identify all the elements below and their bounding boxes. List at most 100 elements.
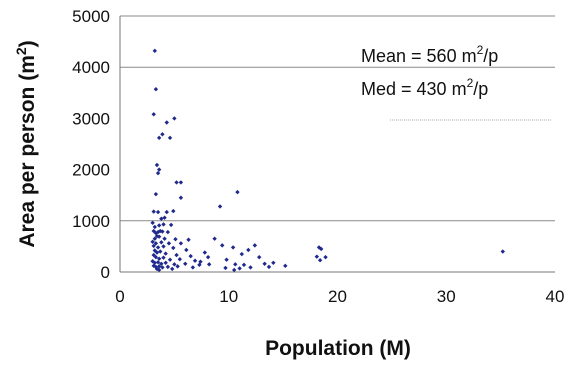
x-tick-labels: 0 10 20 30 40 xyxy=(115,287,564,306)
data-point xyxy=(202,250,208,255)
data-point xyxy=(151,209,156,214)
data-point xyxy=(175,264,180,269)
data-point xyxy=(217,204,223,209)
data-point xyxy=(178,241,184,246)
data-point xyxy=(205,254,211,260)
data-point xyxy=(162,215,167,220)
y-tick-label: 3000 xyxy=(72,109,110,128)
y-tick-labels: 0 1000 2000 3000 4000 5000 xyxy=(72,7,110,282)
data-point xyxy=(167,257,173,262)
y-tick-label: 5000 xyxy=(72,7,110,26)
data-point xyxy=(223,265,228,271)
data-point xyxy=(150,259,155,264)
data-point xyxy=(152,224,157,230)
data-point xyxy=(166,241,172,246)
y-tick-label: 4000 xyxy=(72,58,110,77)
data-point xyxy=(262,261,267,267)
data-point xyxy=(241,262,247,268)
data-point xyxy=(161,244,166,249)
data-point xyxy=(237,266,242,271)
y-axis-title-sup: 2 xyxy=(13,47,29,55)
data-point xyxy=(168,222,174,228)
data-point xyxy=(257,254,262,260)
data-point xyxy=(159,216,164,221)
data-point xyxy=(231,267,237,273)
data-point xyxy=(317,258,323,263)
data-point xyxy=(156,264,162,269)
data-point xyxy=(177,257,183,262)
data-point xyxy=(283,263,288,269)
data-point xyxy=(156,267,162,273)
data-point xyxy=(188,253,193,259)
data-points xyxy=(150,48,505,273)
data-point xyxy=(155,260,161,265)
data-point xyxy=(173,237,178,242)
data-point xyxy=(161,222,166,227)
data-point xyxy=(165,264,171,270)
data-point xyxy=(150,220,155,226)
data-point xyxy=(165,229,171,235)
data-point xyxy=(150,239,155,244)
data-point xyxy=(171,245,176,251)
data-point xyxy=(155,170,161,176)
data-point xyxy=(160,132,165,137)
data-point xyxy=(156,256,162,261)
data-point xyxy=(271,260,276,265)
data-point xyxy=(248,265,253,270)
x-tick-label: 0 xyxy=(115,287,124,306)
data-point xyxy=(159,261,164,267)
data-point xyxy=(156,234,162,239)
annotation-median-sup: 2 xyxy=(467,76,474,90)
data-point xyxy=(174,252,179,258)
data-point xyxy=(156,167,162,172)
data-point xyxy=(183,261,188,267)
data-point xyxy=(224,257,229,262)
data-point xyxy=(167,135,173,141)
data-point xyxy=(152,236,157,241)
data-point xyxy=(239,251,244,257)
data-point xyxy=(156,223,162,228)
x-tick-label: 40 xyxy=(546,287,565,306)
data-point xyxy=(155,245,161,250)
data-point xyxy=(178,195,184,200)
annotation-mean: Mean = 560 m2/p xyxy=(361,43,498,66)
data-point xyxy=(160,265,165,270)
data-point xyxy=(164,209,169,215)
annotation-median: Med = 430 m2/p xyxy=(361,76,488,99)
data-point xyxy=(170,266,175,272)
data-point xyxy=(192,258,198,263)
data-point xyxy=(172,262,177,267)
data-point xyxy=(323,254,328,260)
data-point xyxy=(155,209,161,215)
data-point xyxy=(154,250,160,255)
data-point xyxy=(151,112,156,117)
y-tick-label: 1000 xyxy=(72,212,110,231)
y-tick-label: 2000 xyxy=(72,161,110,180)
data-point xyxy=(153,241,159,246)
data-point xyxy=(500,249,505,254)
y-axis-title: Area per person (m2) xyxy=(13,40,39,247)
data-point xyxy=(246,247,251,253)
x-tick-label: 10 xyxy=(219,287,238,306)
plot-frame xyxy=(119,16,555,273)
x-tick-label: 20 xyxy=(328,287,347,306)
data-point xyxy=(190,265,196,270)
x-axis-title: Population (M) xyxy=(265,337,411,360)
data-point xyxy=(220,243,225,248)
x-tick-label: 30 xyxy=(437,287,456,306)
data-point xyxy=(178,180,184,185)
data-point xyxy=(159,240,164,245)
data-point xyxy=(158,249,163,254)
data-point xyxy=(186,237,191,242)
data-point xyxy=(171,208,176,214)
data-point xyxy=(163,251,168,256)
data-point xyxy=(318,246,324,252)
data-point xyxy=(252,243,258,248)
data-point xyxy=(230,245,236,250)
data-point xyxy=(164,120,169,125)
data-point xyxy=(151,243,156,249)
data-point xyxy=(184,247,189,253)
data-point xyxy=(153,191,159,197)
data-point xyxy=(266,264,272,270)
